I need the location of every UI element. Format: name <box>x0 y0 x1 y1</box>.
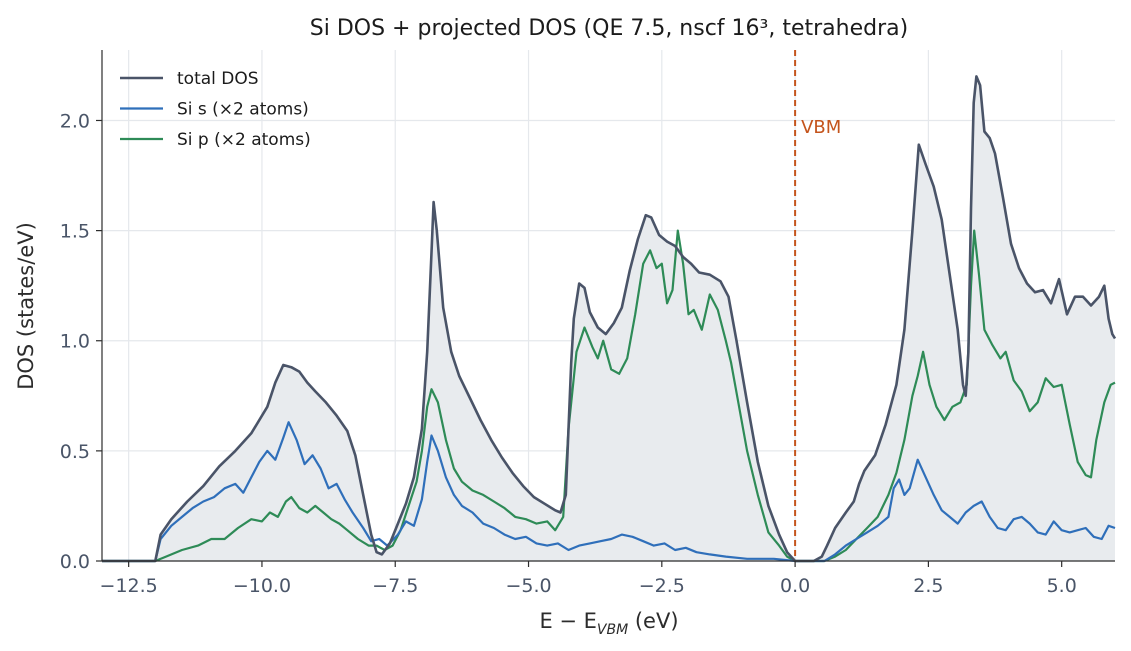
axes: −12.5 −10.0 −7.5 −5.0 −2.5 0.0 2.5 5.0 0.0 0.5 1.… <box>60 50 1115 597</box>
x-tick-label: 5.0 <box>1047 575 1077 597</box>
series-lines <box>102 75 1117 563</box>
series-line-1 <box>102 421 1116 563</box>
y-tick-label: 1.0 <box>60 331 90 353</box>
x-tick-label: −2.5 <box>639 575 685 597</box>
x-tick-label: −5.0 <box>505 575 551 597</box>
x-axis-label: E − EVBM (eV) <box>539 609 678 638</box>
x-tick-label: −7.5 <box>372 575 418 597</box>
legend-label: Si p (×2 atoms) <box>177 130 311 150</box>
chart-title: Si DOS + projected DOS (QE 7.5, nscf 16³… <box>310 16 908 41</box>
y-tick-label: 0.5 <box>60 441 90 463</box>
x-tick-label: −10.0 <box>233 575 291 597</box>
series-line-2 <box>102 229 1116 563</box>
x-tick-label: −12.5 <box>100 575 158 597</box>
x-tick-label: 0.0 <box>780 575 810 597</box>
y-tick-label: 0.0 <box>60 551 90 573</box>
x-tick-label: 2.5 <box>913 575 943 597</box>
y-tick-label: 1.5 <box>60 221 90 243</box>
legend-label: Si s (×2 atoms) <box>177 100 309 120</box>
plot-area: VBM <box>102 50 1117 563</box>
y-axis-label: DOS (states/eV) <box>14 222 38 390</box>
y-ticks: 0.0 0.5 1.0 1.5 2.0 <box>60 110 102 573</box>
x-ticks: −12.5 −10.0 −7.5 −5.0 −2.5 0.0 2.5 5.0 <box>100 561 1077 597</box>
y-tick-label: 2.0 <box>60 110 90 132</box>
legend-label: total DOS <box>177 69 259 89</box>
vbm-annotation: VBM <box>801 117 841 138</box>
legend: total DOS Si s (×2 atoms) Si p (×2 atoms) <box>120 69 311 150</box>
total-dos-fill <box>102 76 1115 562</box>
series-line-0 <box>102 75 1117 563</box>
